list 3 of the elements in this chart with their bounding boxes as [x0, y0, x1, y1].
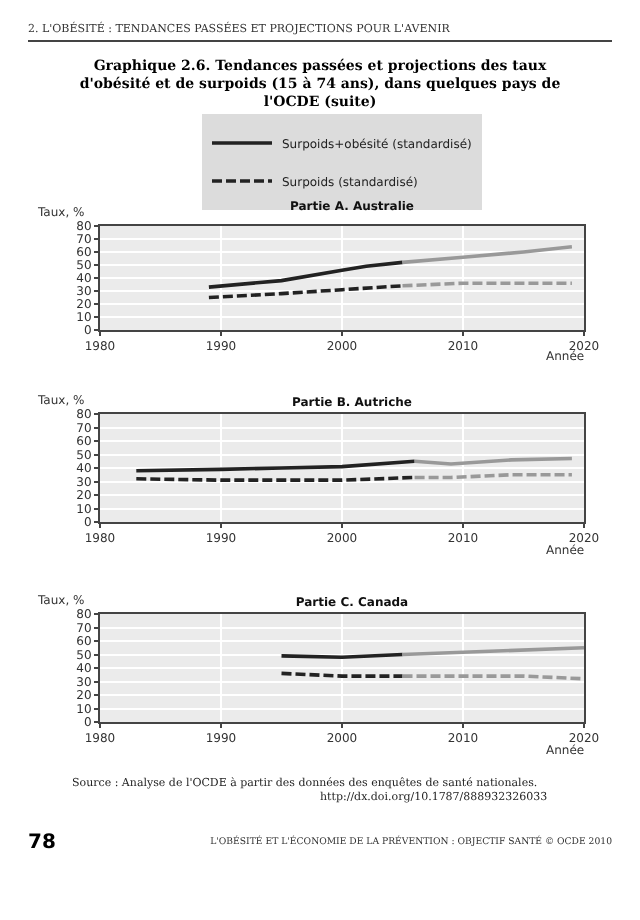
page-text: 78 — [28, 832, 56, 855]
line-series — [400, 245, 574, 265]
line-series — [207, 261, 405, 290]
